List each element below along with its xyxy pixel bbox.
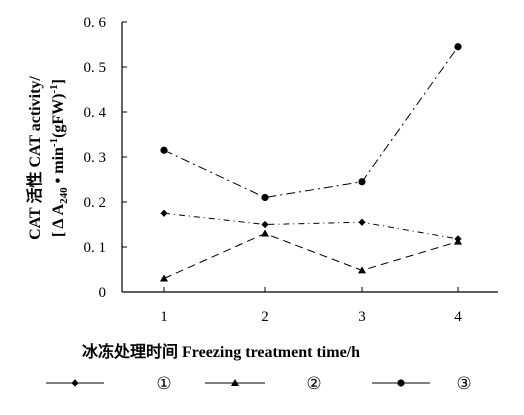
series-3-point	[261, 193, 269, 202]
legend-swatch-marker	[231, 379, 239, 386]
series-2-point	[261, 229, 269, 237]
y-axis-title-part-a: [ Δ A	[50, 203, 67, 237]
legend-entry-1: ①	[46, 374, 172, 394]
legend-swatch-marker	[71, 379, 79, 387]
legend-label: ①	[156, 374, 171, 394]
series-2-point	[358, 266, 366, 274]
axes: 0 0. 1 0. 2 0. 3 0. 4 0. 5 0. 6 1 2 3 4	[84, 15, 498, 325]
series-2-point	[160, 274, 168, 282]
y-axis-title-sup2: -1	[48, 84, 60, 93]
x-tick-label: 2	[261, 309, 269, 325]
series-layer	[160, 43, 462, 282]
y-tick-label: 0. 4	[84, 105, 107, 121]
y-axis-title-part-d: ]	[50, 79, 67, 84]
y-tick-label: 0	[99, 285, 107, 301]
y-axis-title-sup1: -1	[48, 138, 60, 147]
legend-label: ③	[456, 374, 471, 394]
series-3-point	[358, 178, 366, 186]
y-tick-label: 0. 5	[84, 60, 107, 76]
series-2	[160, 229, 462, 282]
x-tick-label: 3	[358, 309, 366, 325]
legend-entry-2: ②	[205, 374, 322, 394]
y-tick-label: 0. 6	[84, 15, 107, 31]
series-1-line	[163, 212, 459, 240]
y-axis-title-sub: 240	[58, 187, 70, 204]
x-tick-label: 1	[160, 309, 168, 325]
series-1	[160, 209, 462, 243]
series-1-point	[358, 218, 366, 226]
y-tick-label: 0. 2	[84, 195, 107, 211]
series-1-point	[261, 220, 269, 229]
y-axis-title-line2: [ Δ A240 • min-1(gFW)-1]	[48, 79, 70, 237]
y-tick-label: 0. 1	[84, 240, 107, 256]
y-axis-title-part-b: • min	[50, 147, 67, 187]
series-2-line	[163, 232, 459, 279]
y-axis-title-line1: CAT 活性 CAT activity/	[25, 76, 44, 240]
series-3-line	[163, 46, 459, 199]
legend-swatch-marker	[397, 379, 405, 387]
legend-entry-3: ③	[372, 374, 472, 394]
series-3	[160, 43, 462, 202]
x-axis-title: 冰冻处理时间 Freezing treatment time/h	[82, 342, 360, 361]
legend: ① ② ③	[46, 374, 472, 394]
series-3-point	[454, 43, 462, 51]
y-tick-label: 0. 3	[84, 150, 107, 166]
series-1-point	[160, 209, 168, 217]
series-2-point	[454, 237, 462, 245]
series-3-point	[160, 146, 168, 154]
legend-label: ②	[306, 374, 321, 394]
y-axis-title-part-c: (gFW)	[50, 93, 67, 137]
x-tick-label: 4	[454, 309, 462, 325]
